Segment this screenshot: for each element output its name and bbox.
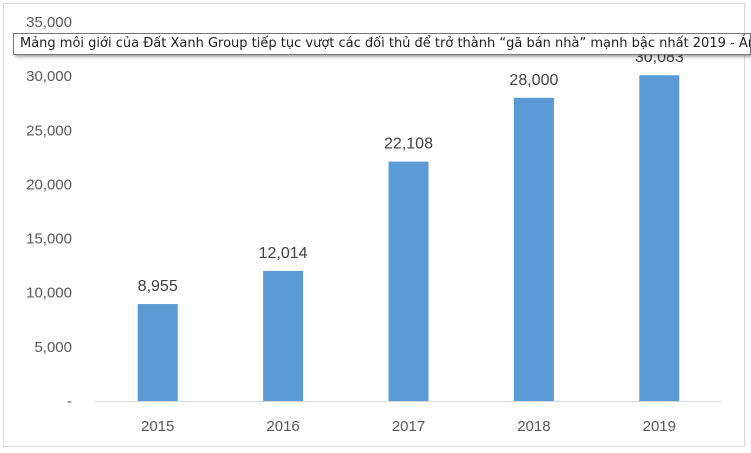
bar — [137, 304, 178, 401]
bar — [513, 97, 554, 402]
bar-value-label: 22,108 — [384, 136, 433, 153]
bar-value-label: 8,955 — [138, 278, 178, 295]
y-tick-label: 25,000 — [26, 122, 72, 139]
bar — [263, 270, 304, 401]
y-tick-label: 5,000 — [34, 339, 72, 356]
x-tick-label: 2017 — [392, 418, 425, 435]
bar-value-label: 28,000 — [509, 72, 558, 89]
bar-value-label: 12,014 — [259, 245, 308, 262]
bar — [639, 75, 680, 402]
y-tick-label: 15,000 — [26, 231, 72, 248]
x-axis-ticks: 2015 2016 2017 2018 2019 — [141, 418, 676, 435]
y-tick-label: - — [67, 393, 72, 410]
bars — [137, 75, 680, 402]
y-tick-label: 30,000 — [26, 68, 72, 85]
y-tick-label: 20,000 — [26, 176, 72, 193]
x-tick-label: 2016 — [266, 418, 299, 435]
bar — [388, 161, 429, 401]
x-tick-label: 2018 — [517, 418, 550, 435]
y-tick-label: 10,000 — [26, 285, 72, 302]
y-tick-label: 35,000 — [26, 14, 72, 31]
y-axis-ticks: - 5,000 10,000 15,000 20,000 25,000 30,000 35,0… — [26, 14, 72, 410]
chart-frame — [3, 3, 745, 447]
x-tick-label: 2019 — [643, 418, 676, 435]
image-tooltip: Mảng môi giới của Đất Xanh Group tiếp tụ… — [13, 33, 751, 55]
x-tick-label: 2015 — [141, 418, 174, 435]
